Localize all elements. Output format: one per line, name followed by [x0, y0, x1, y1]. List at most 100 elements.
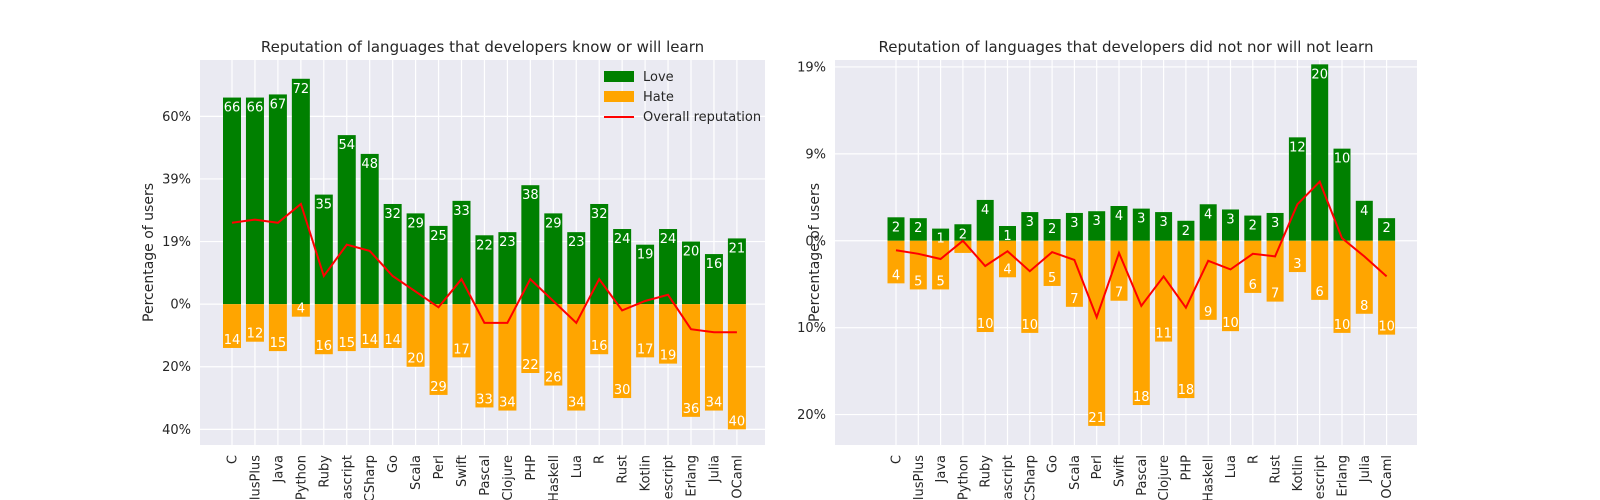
bar-love-clojure: [1155, 212, 1173, 241]
data-label-hate: 17: [453, 342, 470, 357]
bar-hate-pascal: [475, 304, 494, 408]
data-label-love: 72: [293, 82, 310, 97]
bar-love-php: [1177, 220, 1195, 241]
data-label-love: 4: [1360, 204, 1368, 219]
data-label-love: 2: [914, 221, 922, 236]
bar-love-typescript: [1311, 64, 1329, 241]
bar-love-cplusplus: [909, 218, 927, 241]
x-tick-label: Java: [934, 455, 949, 483]
bar-hate-swift: [452, 304, 471, 358]
data-label-hate: 33: [476, 392, 493, 407]
bar-hate-perl: [429, 304, 448, 395]
data-label-hate: 34: [706, 396, 723, 411]
data-label-hate: 18: [1133, 390, 1150, 405]
bar-hate-lua: [567, 304, 586, 411]
bar-love-c: [887, 217, 905, 241]
data-label-love: 4: [1115, 209, 1123, 224]
data-label-love: 12: [1289, 140, 1306, 155]
data-label-love: 21: [729, 241, 746, 256]
data-label-hate: 10: [1222, 316, 1239, 331]
data-label-love: 48: [361, 157, 378, 172]
data-label-love: 25: [430, 229, 447, 244]
data-label-hate: 5: [1048, 271, 1056, 286]
data-label-love: 3: [1026, 215, 1034, 230]
y-tick-label: 10%: [797, 321, 826, 336]
x-tick-label: PHP: [1179, 455, 1194, 481]
bar-love-clojure: [498, 232, 517, 305]
bar-love-erlang: [682, 241, 700, 305]
data-label-love: 3: [1070, 216, 1078, 231]
bar-love-haskell: [1199, 204, 1217, 241]
x-tick-label: PHP: [524, 455, 539, 481]
data-label-hate: 4: [892, 268, 900, 283]
y-tick-label: 39%: [162, 172, 191, 187]
bar-love-ruby: [976, 199, 994, 241]
data-label-love: 3: [1226, 212, 1234, 227]
x-tick-label: OCaml: [1380, 455, 1395, 499]
x-tick-label: Lua: [1224, 455, 1239, 478]
data-label-hate: 6: [1316, 285, 1324, 300]
data-label-hate: 7: [1271, 287, 1279, 302]
x-tick-label: Perl: [432, 455, 447, 479]
data-label-love: 66: [247, 101, 264, 116]
x-tick-label: Julia: [707, 455, 722, 483]
x-tick-label: Kotlin: [1291, 455, 1306, 491]
bar-hate-perl: [1088, 240, 1106, 426]
data-label-hate: 20: [407, 352, 424, 367]
bar-hate-scala: [406, 304, 425, 367]
data-label-love: 2: [1182, 224, 1190, 239]
data-label-love: 20: [1311, 67, 1328, 82]
x-tick-label: lusPlus: [912, 455, 927, 500]
data-label-love: 16: [706, 257, 723, 272]
bar-hate-go: [1043, 240, 1061, 286]
legend-label-love: Love: [643, 70, 674, 85]
bar-hate-swift: [1110, 240, 1128, 301]
bar-love-r: [1244, 215, 1262, 241]
data-label-love: 35: [316, 198, 333, 213]
bar-hate-csharp: [360, 304, 379, 348]
bar-hate-c: [223, 304, 241, 348]
bar-hate-kotlin: [636, 304, 655, 358]
data-label-hate: 18: [1178, 383, 1195, 398]
data-label-love: 23: [568, 235, 585, 250]
data-label-love: 19: [637, 248, 654, 263]
x-tick-label: Swift: [455, 455, 470, 487]
data-label-hate: 4: [1003, 262, 1011, 277]
chart-title: Reputation of languages that developers …: [261, 38, 704, 56]
chart-unknown-languages: 2425152410143102537321473183112184931026…: [797, 38, 1417, 500]
bar-hate-r: [590, 304, 609, 355]
data-label-hate: 5: [914, 274, 922, 289]
x-tick-label: Rust: [616, 455, 631, 484]
y-tick-label: 0%: [805, 234, 826, 249]
chart-title: Reputation of languages that developers …: [879, 38, 1374, 56]
x-tick-label: escript: [1313, 455, 1328, 499]
bar-love-rust: [613, 229, 632, 305]
data-label-love: 20: [683, 245, 700, 260]
bar-love-typescript: [659, 229, 678, 305]
data-label-hate: 5: [936, 274, 944, 289]
x-tick-label: Python: [956, 455, 971, 500]
x-tick-label: R: [1246, 455, 1261, 464]
bar-hate-javascript: [337, 304, 356, 352]
x-tick-label: Erlang: [1336, 455, 1351, 497]
x-tick-label: CSharp: [363, 455, 378, 500]
x-tick-label: Julia: [1358, 455, 1373, 483]
data-label-hate: 7: [1070, 292, 1078, 307]
data-label-love: 2: [1382, 221, 1390, 236]
bar-hate-cplusplus: [245, 304, 264, 342]
bar-love-erlang: [1333, 148, 1351, 241]
data-label-hate: 14: [384, 333, 401, 348]
x-tick-label: Go: [1046, 455, 1061, 473]
y-tick-label: 19%: [162, 235, 191, 250]
bar-love-haskell: [544, 213, 563, 305]
bar-love-ocaml: [727, 238, 746, 305]
y-tick-label: 40%: [162, 423, 191, 438]
bar-love-java: [268, 94, 287, 305]
x-tick-label: Kotlin: [639, 455, 654, 491]
bar-love-pascal: [475, 235, 494, 305]
bar-love-ocaml: [1378, 218, 1396, 241]
data-label-love: 3: [1159, 215, 1167, 230]
bar-hate-javascript: [999, 240, 1016, 278]
data-label-hate: 10: [1334, 318, 1351, 333]
data-label-love: 2: [1048, 222, 1056, 237]
